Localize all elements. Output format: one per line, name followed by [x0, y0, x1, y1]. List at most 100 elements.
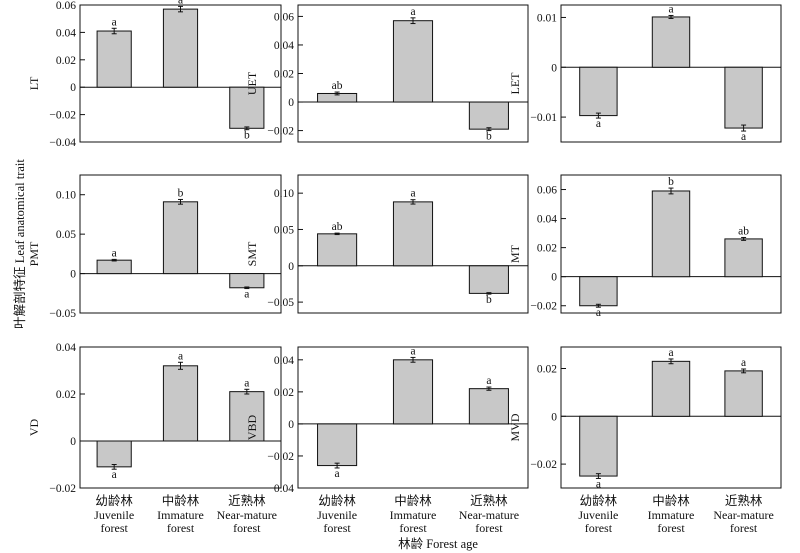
y-axis-label: LT [27, 76, 41, 90]
significance-letter: b [178, 187, 184, 199]
x-category-label-en: forest [730, 521, 758, 535]
bar [96, 259, 132, 275]
x-category-label-cn: 幼龄林 [580, 494, 618, 508]
x-category-label-en: Juvenile [94, 508, 134, 522]
y-axis-label: SMT [245, 241, 259, 266]
x-category-label-en: Juvenile [578, 508, 618, 522]
x-category-label-cn: 中龄林 [394, 493, 432, 508]
panel-frame [79, 346, 282, 489]
panel-let: 0.01 0 −0.01 LET a a a [508, 3, 782, 143]
y-axis-label: VD [27, 419, 41, 437]
panel-mvd: 0.020−0.02MVDa幼龄林Juvenileforesta中龄林Immat… [508, 346, 782, 535]
significance-letter: a [112, 16, 117, 28]
bar [651, 360, 691, 417]
y-tick-label: −0.05 [267, 297, 294, 309]
y-axis-super-label: 叶解剖特征 Leaf anatomical trait [12, 159, 27, 329]
x-category-label-cn: 幼龄林 [318, 494, 356, 508]
x-category-label-cn: 幼龄林 [95, 494, 133, 508]
x-category-label-cn: 近熟林 [470, 493, 508, 508]
bar [229, 391, 265, 442]
bar [651, 16, 691, 68]
significance-letter: a [178, 350, 183, 362]
y-tick-label: −0.02 [530, 301, 557, 313]
x-category-label-en: forest [167, 521, 195, 535]
y-tick-label: −0.05 [49, 308, 76, 320]
significance-letter: a [112, 469, 117, 481]
y-tick-label: 0.02 [274, 69, 294, 81]
y-tick-label: −0.02 [267, 451, 294, 463]
panel-frame [79, 4, 282, 143]
x-category-label-en: Immature [390, 508, 437, 522]
y-tick-label: 0.04 [274, 40, 294, 52]
significance-letter: a [410, 345, 415, 357]
bar [392, 201, 434, 267]
significance-letter: a [410, 6, 415, 18]
panel-frame [297, 174, 529, 314]
y-tick-label: −0.01 [530, 112, 557, 124]
y-tick-label: −0.02 [49, 483, 76, 495]
bar [724, 238, 763, 278]
significance-letter: a [741, 357, 746, 369]
significance-letter: a [596, 118, 601, 130]
significance-letter: ab [332, 221, 343, 233]
significance-letter: ab [738, 225, 749, 237]
panel-frame [560, 346, 782, 489]
y-tick-label: −0.02 [267, 126, 294, 138]
y-tick-label: 0.04 [274, 355, 294, 367]
x-category-label-en: Immature [157, 508, 204, 522]
significance-letter: a [244, 289, 249, 301]
bar [317, 233, 358, 267]
panel-pmt: 0.10 0.05 0 −0.05 PMT a b a [27, 174, 282, 320]
significance-letter: b [486, 294, 492, 306]
significance-letter: a [244, 377, 249, 389]
y-axis-label: PMT [27, 241, 41, 266]
chart-panels: 0.060.040.020−0.02−0.04LTaab0.060.040.02… [27, 0, 782, 535]
y-tick-label: 0.06 [56, 0, 76, 12]
significance-letter: a [668, 3, 673, 15]
x-category-label-cn: 中龄林 [652, 493, 690, 508]
bar [579, 415, 618, 477]
bar [579, 66, 618, 117]
panel-frame [297, 346, 529, 489]
significance-letter: b [244, 130, 250, 142]
x-category-label-en: Near-mature [459, 508, 519, 522]
bar [724, 370, 763, 417]
bar [392, 20, 434, 103]
y-tick-label: 0 [551, 272, 557, 284]
y-tick-label: 0 [70, 82, 76, 94]
y-tick-label: 0.05 [274, 224, 294, 236]
panel-lt: 0.06 0.04 0.02 0 −0.02 −0.04 LT a a b [27, 0, 282, 149]
significance-letter: a [335, 468, 340, 480]
significance-letter: a [112, 247, 117, 259]
y-tick-label: 0.02 [56, 55, 76, 67]
bar [468, 265, 509, 294]
x-category-label-cn: 中龄林 [162, 493, 200, 508]
y-tick-label: 0.02 [56, 389, 76, 401]
y-axis-label: MT [508, 244, 522, 263]
y-axis-label: LET [508, 72, 522, 95]
y-tick-label: 0.04 [56, 342, 76, 354]
y-tick-label: 0 [70, 436, 76, 448]
panel-frame [79, 174, 282, 314]
x-category-label-cn: 近熟林 [725, 493, 763, 508]
significance-letter: b [668, 176, 674, 188]
y-tick-label: 0.06 [274, 11, 294, 23]
y-tick-label: −0.02 [530, 459, 557, 471]
y-tick-label: 0 [288, 419, 294, 431]
significance-letter: a [741, 131, 746, 143]
bar [162, 365, 199, 442]
bar [96, 440, 132, 468]
bar [229, 86, 265, 129]
y-tick-label: −0.04 [267, 483, 294, 495]
x-category-label-en: forest [399, 521, 427, 535]
y-tick-label: 0.04 [537, 214, 557, 226]
x-category-label-cn: 近熟林 [228, 493, 266, 508]
x-category-label-en: forest [233, 521, 261, 535]
bar [317, 423, 358, 467]
bar [468, 101, 509, 130]
bar [229, 273, 265, 289]
